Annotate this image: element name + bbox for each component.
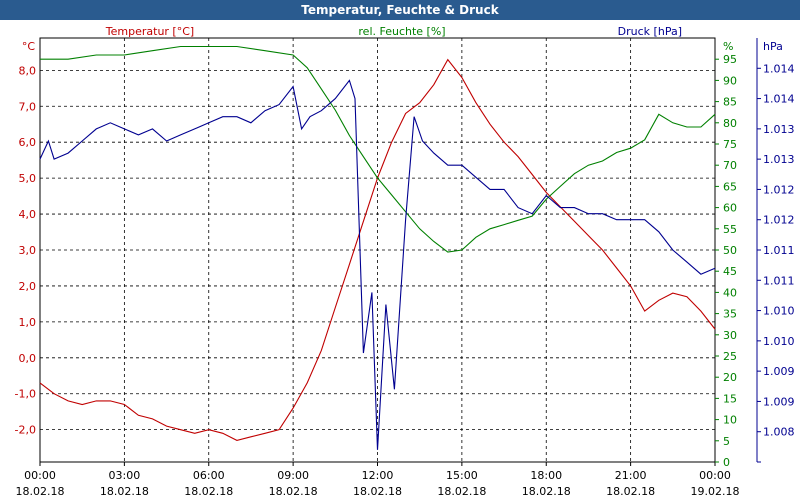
humidity-tick-label: 70 [723, 159, 737, 172]
series-label-temperature: Temperatur [°C] [105, 25, 194, 38]
humidity-tick-label: 35 [723, 308, 737, 321]
x-tick-label-time: 06:00 [193, 469, 225, 482]
x-tick-label-time: 09:00 [277, 469, 309, 482]
pressure-tick-label: 1.012 [763, 214, 795, 227]
pressure-tick-label: 1.013 [763, 153, 795, 166]
pressure-tick-label: 1.013 [763, 123, 795, 136]
pressure-tick-label: 1.011 [763, 274, 795, 287]
humidity-tick-label: 75 [723, 138, 737, 151]
temperature-tick-label: -2,0 [15, 424, 36, 437]
x-tick-label-date: 18.02.18 [522, 485, 571, 498]
pressure-tick-label: 1.011 [763, 244, 795, 257]
x-tick-label-time: 03:00 [109, 469, 141, 482]
temperature-tick-label: -1,0 [15, 388, 36, 401]
humidity-tick-label: 10 [723, 414, 737, 427]
humidity-tick-label: 25 [723, 350, 737, 363]
series-line-humidity [40, 45, 716, 253]
x-tick-label-date: 18.02.18 [606, 485, 655, 498]
temperature-tick-label: 0,0 [19, 352, 37, 365]
temperature-tick-label: 8,0 [19, 64, 37, 77]
x-tick-label-date: 18.02.18 [100, 485, 149, 498]
x-tick-label-date: 18.02.18 [184, 485, 233, 498]
x-tick-label-time: 18:00 [530, 469, 562, 482]
pressure-unit-label: hPa [763, 40, 783, 53]
x-tick-label-date: 19.02.18 [691, 485, 740, 498]
x-tick-label-time: 15:00 [446, 469, 478, 482]
humidity-tick-label: 55 [723, 223, 737, 236]
humidity-tick-label: 95 [723, 53, 737, 66]
pressure-tick-label: 1.014 [763, 93, 795, 106]
humidity-tick-label: 0 [723, 456, 730, 469]
humidity-tick-label: 60 [723, 202, 737, 215]
humidity-tick-label: 5 [723, 435, 730, 448]
pressure-tick-label: 1.008 [763, 426, 795, 439]
pressure-tick-label: 1.010 [763, 305, 795, 318]
humidity-tick-label: 65 [723, 180, 737, 193]
chart-title: Temperatur, Feuchte & Druck [0, 0, 800, 20]
pressure-tick-label: 1.010 [763, 335, 795, 348]
x-tick-label-time: 00:00 [699, 469, 731, 482]
humidity-tick-label: 50 [723, 244, 737, 257]
x-tick-label-date: 18.02.18 [16, 485, 65, 498]
temperature-tick-label: 5,0 [19, 172, 37, 185]
x-tick-label-date: 18.02.18 [437, 485, 486, 498]
humidity-tick-label: 45 [723, 265, 737, 278]
humidity-tick-label: 80 [723, 117, 737, 130]
temperature-unit-label: °C [22, 40, 36, 53]
humidity-tick-label: 20 [723, 371, 737, 384]
humidity-tick-label: 40 [723, 286, 737, 299]
x-tick-label-time: 21:00 [615, 469, 647, 482]
temperature-tick-label: 6,0 [19, 136, 37, 149]
pressure-tick-label: 1.012 [763, 183, 795, 196]
temperature-tick-label: 2,0 [19, 280, 37, 293]
humidity-tick-label: 90 [723, 74, 737, 87]
x-tick-label-time: 00:00 [24, 469, 56, 482]
series-label-humidity: rel. Feuchte [%] [358, 25, 445, 38]
pressure-tick-label: 1.009 [763, 365, 795, 378]
pressure-tick-label: 1.009 [763, 395, 795, 408]
series-label-pressure: Druck [hPa] [618, 25, 682, 38]
humidity-tick-label: 15 [723, 392, 737, 405]
temperature-tick-label: 4,0 [19, 208, 37, 221]
temperature-tick-label: 3,0 [19, 244, 37, 257]
humidity-tick-label: 85 [723, 96, 737, 109]
humidity-tick-label: 30 [723, 329, 737, 342]
temperature-tick-label: 1,0 [19, 316, 37, 329]
x-tick-label-date: 18.02.18 [269, 485, 318, 498]
x-tick-label-date: 18.02.18 [353, 485, 402, 498]
series-line-pressure [39, 79, 716, 450]
x-tick-label-time: 12:00 [362, 469, 394, 482]
humidity-unit-label: % [723, 40, 733, 53]
temperature-tick-label: 7,0 [19, 100, 37, 113]
pressure-tick-label: 1.014 [763, 62, 795, 75]
